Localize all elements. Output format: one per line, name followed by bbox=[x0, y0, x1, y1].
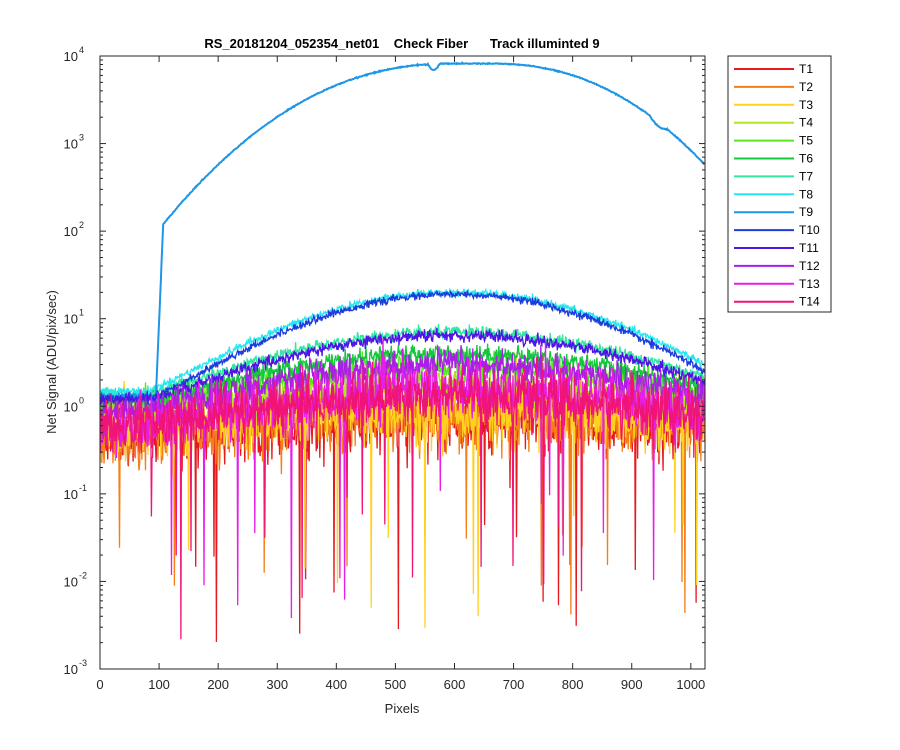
y-tick-exponent: -2 bbox=[79, 570, 87, 580]
y-tick-label: 10 bbox=[64, 137, 78, 152]
series-line-t10 bbox=[100, 289, 705, 404]
y-tick-exponent: -1 bbox=[79, 483, 87, 493]
legend-label-t10: T10 bbox=[799, 223, 820, 237]
y-tick-label: 10 bbox=[64, 399, 78, 414]
x-tick-label: 400 bbox=[325, 677, 347, 692]
y-axis-label: Net Signal (ADU/pix/sec) bbox=[44, 290, 59, 434]
legend-label-t3: T3 bbox=[799, 98, 813, 112]
y-tick-exponent: 0 bbox=[79, 395, 84, 405]
x-tick-label: 800 bbox=[562, 677, 584, 692]
y-tick-exponent: -3 bbox=[79, 658, 87, 668]
legend-label-t9: T9 bbox=[799, 205, 813, 219]
series-line-t14 bbox=[100, 355, 705, 640]
legend-label-t4: T4 bbox=[799, 116, 813, 130]
x-tick-label: 900 bbox=[621, 677, 643, 692]
y-tick-label: 10 bbox=[64, 49, 78, 64]
x-axis: 0 100 200 300 400 500 600 700 800 900 1000 bbox=[96, 56, 705, 692]
legend-label-t1: T1 bbox=[799, 62, 813, 76]
y-tick-label: 10 bbox=[64, 662, 78, 677]
legend-label-t13: T13 bbox=[799, 277, 820, 291]
x-tick-label: 700 bbox=[503, 677, 525, 692]
x-tick-label: 300 bbox=[266, 677, 288, 692]
legend-label-t12: T12 bbox=[799, 259, 820, 273]
legend-label-t8: T8 bbox=[799, 187, 813, 201]
legend-label-t5: T5 bbox=[799, 134, 813, 148]
x-tick-label: 500 bbox=[385, 677, 407, 692]
legend-label-t11: T11 bbox=[799, 241, 819, 255]
x-tick-label: 0 bbox=[96, 677, 103, 692]
series-layer bbox=[100, 60, 705, 643]
y-tick-exponent: 4 bbox=[79, 45, 84, 55]
x-tick-label: 100 bbox=[148, 677, 170, 692]
series-line-t11 bbox=[100, 327, 705, 408]
y-tick-label: 10 bbox=[64, 574, 78, 589]
y-tick-exponent: 1 bbox=[79, 308, 84, 318]
x-axis-label: Pixels bbox=[385, 701, 420, 716]
series-line-t9 bbox=[100, 60, 705, 403]
legend-label-t7: T7 bbox=[799, 169, 813, 183]
x-tick-label: 1000 bbox=[676, 677, 705, 692]
y-tick-label: 10 bbox=[64, 312, 78, 327]
legend-label-t14: T14 bbox=[799, 295, 820, 309]
y-tick-exponent: 3 bbox=[79, 133, 84, 143]
legend: T1 T2 T3 T4 T5 T6 T7 T8 T9 T10 T11 T12 T13 T14 bbox=[727, 55, 832, 313]
y-tick-label: 10 bbox=[64, 487, 78, 502]
y-tick-exponent: 2 bbox=[79, 220, 84, 230]
legend-label-t2: T2 bbox=[799, 80, 813, 94]
chart-title: RS_20181204_052354_net01 Check Fiber Tra… bbox=[204, 36, 599, 51]
plot-frame bbox=[99, 55, 706, 670]
series-line-t13 bbox=[100, 338, 705, 619]
y-tick-label: 10 bbox=[64, 224, 78, 239]
legend-box bbox=[727, 55, 832, 313]
legend-label-t6: T6 bbox=[799, 152, 813, 166]
x-tick-label: 200 bbox=[207, 677, 229, 692]
x-tick-label: 600 bbox=[444, 677, 466, 692]
